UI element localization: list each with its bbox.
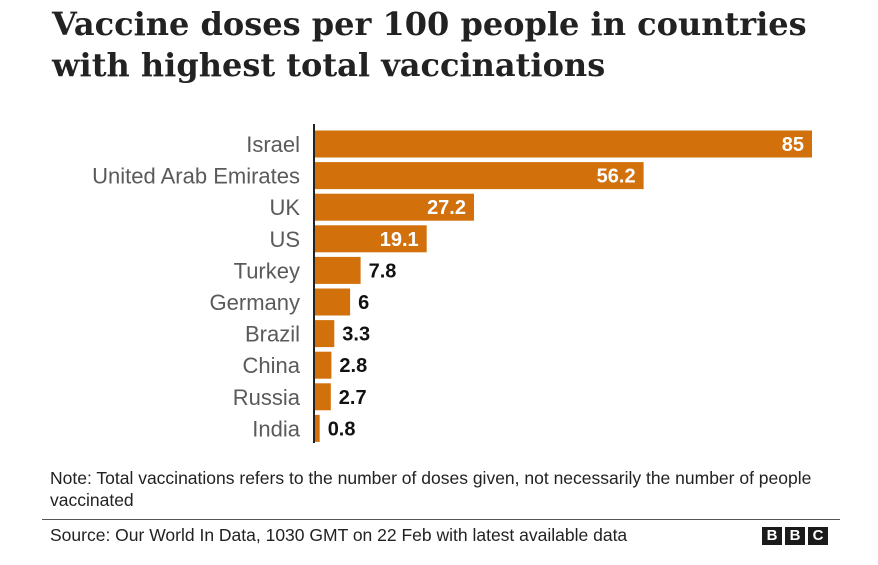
logo-letter-3: C — [808, 527, 828, 545]
bar-israel — [315, 130, 812, 158]
category-label: United Arab Emirates — [92, 164, 300, 189]
value-label: 19.1 — [380, 229, 419, 251]
value-label: 85 — [782, 134, 804, 156]
value-label: 56.2 — [597, 166, 636, 188]
bar-us — [315, 225, 427, 253]
bar-turkey — [315, 256, 361, 284]
bar-russia — [315, 383, 331, 411]
category-label: UK — [269, 195, 300, 220]
chart-note: Note: Total vaccinations refers to the n… — [50, 468, 812, 510]
bar-germany — [315, 288, 351, 316]
value-label: 2.8 — [339, 355, 367, 377]
bar-united-arab-emirates — [315, 162, 644, 190]
value-label: 0.8 — [328, 418, 356, 440]
category-label: Turkey — [234, 258, 300, 283]
logo-letter-1: B — [762, 527, 782, 545]
category-label: US — [269, 227, 300, 252]
value-label: 2.7 — [339, 387, 367, 409]
value-label: 6 — [358, 292, 369, 314]
logo-letter-2: B — [785, 527, 805, 545]
category-label: India — [252, 416, 300, 441]
category-label: Israel — [246, 132, 300, 157]
value-label: 27.2 — [427, 197, 466, 219]
bar-india — [315, 414, 320, 442]
bars-layer: Israel 85 United Arab Emirates 56.2 UK 27.2 US… — [92, 130, 812, 442]
category-label: China — [243, 353, 301, 378]
category-label: Brazil — [245, 322, 300, 347]
value-label: 3.3 — [342, 324, 370, 346]
bbc-logo: B B C — [762, 527, 828, 545]
category-label: Germany — [210, 290, 300, 315]
footer-divider — [42, 519, 840, 520]
source-text: Source: Our World In Data, 1030 GMT on 2… — [50, 525, 628, 545]
bar-china — [315, 351, 332, 379]
bar-brazil — [315, 320, 335, 348]
bar-uk — [315, 193, 474, 221]
chart-title: Vaccine doses per 100 people in countrie… — [52, 5, 807, 84]
category-label: Russia — [233, 385, 301, 410]
value-label: 7.8 — [369, 260, 397, 282]
bar-chart: Israel 85 United Arab Emirates 56.2 UK 27.2 US… — [92, 124, 812, 443]
